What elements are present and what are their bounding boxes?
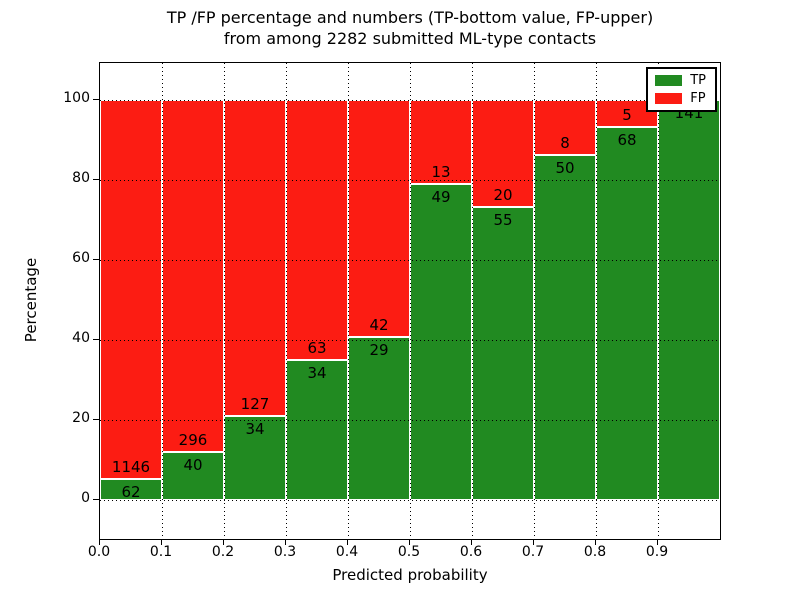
x-tick-mark	[347, 540, 348, 545]
legend-swatch-fp	[655, 93, 683, 104]
legend-label-fp: FP	[690, 91, 706, 106]
x-tick-label: 0.4	[335, 544, 359, 560]
fp-count-label: 1146	[111, 458, 151, 477]
gridline-v	[658, 63, 659, 539]
y-tick-label: 20	[72, 410, 90, 426]
tp-count-label: 34	[307, 363, 327, 382]
x-tick-mark	[99, 540, 100, 545]
tp-count-label: 34	[245, 419, 265, 438]
tp-count-label: 50	[555, 159, 575, 178]
gridline-v	[286, 63, 287, 539]
fp-count-label: 42	[369, 315, 389, 334]
y-tick-label: 100	[63, 90, 90, 106]
x-tick-label: 0.7	[521, 544, 545, 560]
x-tick-label: 0.0	[87, 544, 111, 560]
bar-segment-fp	[286, 100, 348, 360]
gridline-v	[410, 63, 411, 539]
legend-item-fp: FP	[655, 92, 706, 105]
tp-count-label: 55	[493, 210, 513, 229]
legend: TP FP	[646, 67, 717, 112]
x-tick-label: 0.2	[211, 544, 235, 560]
y-axis-label: Percentage	[22, 257, 40, 343]
chart-title-line2: from among 2282 submitted ML-type contac…	[223, 29, 597, 48]
bar-segment-tp	[472, 206, 534, 500]
fp-count-label: 20	[493, 185, 513, 204]
x-tick-mark	[595, 540, 596, 545]
x-tick-mark	[657, 540, 658, 545]
fp-count-label: 13	[431, 162, 451, 181]
tp-count-label: 29	[369, 340, 389, 359]
x-tick-mark	[285, 540, 286, 545]
x-tick-label: 0.9	[645, 544, 669, 560]
y-tick-label: 80	[72, 170, 90, 186]
x-tick-label: 0.8	[583, 544, 607, 560]
y-tick-mark	[93, 499, 99, 500]
bar-segment-tp	[286, 359, 348, 500]
y-tick-mark	[93, 419, 99, 420]
fp-count-label: 127	[240, 394, 270, 413]
x-tick-mark	[471, 540, 472, 545]
x-tick-mark	[161, 540, 162, 545]
x-tick-label: 0.3	[273, 544, 297, 560]
y-tick-mark	[93, 179, 99, 180]
gridline-v	[534, 63, 535, 539]
chart-title-line1: TP /FP percentage and numbers (TP-bottom…	[166, 8, 654, 27]
legend-item-tp: TP	[655, 74, 706, 87]
chart-title: TP /FP percentage and numbers (TP-bottom…	[99, 7, 721, 49]
bar-segment-tp	[348, 336, 410, 500]
bar-segment-tp	[596, 127, 658, 500]
bar-segment-fp	[224, 100, 286, 416]
bar-segment-fp	[162, 100, 224, 453]
fp-count-label: 63	[307, 338, 327, 357]
x-tick-mark	[223, 540, 224, 545]
y-tick-label: 40	[72, 330, 90, 346]
y-tick-label: 0	[81, 490, 90, 506]
fp-count-label: 296	[178, 431, 208, 450]
gridline-v	[162, 63, 163, 539]
bar-segment-tp	[162, 452, 224, 500]
x-tick-label: 0.5	[397, 544, 421, 560]
x-tick-label: 0.1	[149, 544, 173, 560]
gridline-v	[348, 63, 349, 539]
y-tick-label: 60	[72, 250, 90, 266]
legend-label-tp: TP	[690, 73, 706, 88]
x-axis-label: Predicted probability	[332, 566, 488, 584]
fp-count-label: 5	[622, 106, 632, 125]
x-tick-label: 0.6	[459, 544, 483, 560]
x-tick-mark	[533, 540, 534, 545]
fp-count-label: 8	[560, 134, 570, 153]
bar-segment-tp	[410, 183, 472, 500]
gridline-v	[472, 63, 473, 539]
bar-segment-fp	[100, 100, 162, 480]
legend-swatch-tp	[655, 75, 683, 86]
tp-count-label: 68	[617, 131, 637, 150]
bar-segment-tp	[224, 415, 286, 500]
tp-count-label: 49	[431, 187, 451, 206]
plot-area: TP FP 1146 62 296 40 127 34 63 34 42 29 13 49 20 55 8 5…	[99, 62, 721, 540]
bar-segment-tp	[534, 155, 596, 500]
bar-segment-fp	[348, 100, 410, 337]
gridline-v	[596, 63, 597, 539]
y-tick-mark	[93, 99, 99, 100]
tp-count-label: 40	[183, 456, 203, 475]
y-tick-mark	[93, 339, 99, 340]
gridline-v	[224, 63, 225, 539]
tp-count-label: 62	[121, 483, 141, 502]
bar-segment-tp	[658, 100, 720, 500]
bar-segment-tp	[100, 479, 162, 500]
y-tick-mark	[93, 259, 99, 260]
x-tick-mark	[409, 540, 410, 545]
